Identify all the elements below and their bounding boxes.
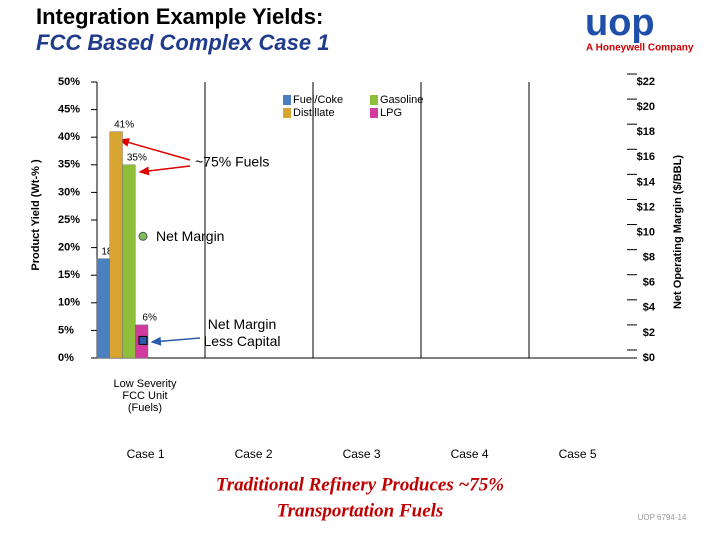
- y2-tick-label: $18: [637, 126, 655, 138]
- data-label: 41%: [114, 119, 134, 130]
- y2-tick-label: $6: [643, 277, 655, 289]
- arrow: [118, 138, 191, 161]
- legend-label: Fuel/Coke: [293, 94, 343, 106]
- y-tick-label: 35%: [58, 159, 80, 171]
- y2-tick-label: $12: [637, 201, 655, 213]
- legend-label: Distillate: [293, 107, 335, 119]
- bar: [96, 258, 110, 359]
- legend-swatch: [370, 95, 378, 105]
- y-tick-label: 5%: [58, 324, 74, 336]
- y-tick-label: 20%: [58, 242, 80, 254]
- y2-axis-label: Net Operating Margin ($/BBL): [672, 155, 684, 309]
- annotation: ~75% Fuels: [195, 154, 269, 170]
- y2-tick-label: $10: [637, 226, 655, 238]
- footer: Traditional Refinery Produces ~75%: [216, 474, 504, 495]
- logo: uop: [585, 2, 655, 44]
- y-tick-label: 15%: [58, 269, 80, 281]
- y-tick-label: 30%: [58, 186, 80, 198]
- slide-number: UOP 6794-14: [638, 513, 687, 522]
- y-tick-label: 25%: [58, 214, 80, 226]
- net-margin-less-capital-marker: [138, 335, 148, 345]
- x-tick-label: Case 4: [451, 447, 489, 461]
- title: Integration Example Yields:: [36, 4, 323, 29]
- y-tick-label: 10%: [58, 297, 80, 309]
- y2-tick-label: $8: [643, 252, 655, 264]
- y-tick-label: 40%: [58, 131, 80, 143]
- legend-swatch: [370, 108, 378, 118]
- x-tick-label: Case 1: [127, 447, 165, 461]
- y-tick-label: 50%: [58, 76, 80, 88]
- y2-tick-label: $22: [637, 76, 655, 88]
- bar: [109, 131, 123, 359]
- y2-tick-label: $16: [637, 151, 655, 163]
- arrow: [138, 165, 191, 176]
- y-tick-label: 45%: [58, 104, 80, 116]
- bar: [122, 164, 136, 359]
- data-label: 35%: [127, 152, 147, 163]
- y2-tick-label: $0: [643, 352, 655, 364]
- x-tick-label: Case 5: [559, 447, 597, 461]
- y2-tick-label: $14: [637, 176, 656, 188]
- x-tick-label: Case 3: [343, 447, 381, 461]
- logo-tagline: A Honeywell Company: [586, 43, 694, 54]
- category-note: Low Severity: [114, 378, 177, 390]
- legend-label: LPG: [380, 107, 402, 119]
- data-label: 6%: [142, 313, 157, 324]
- y2-tick-label: $20: [637, 101, 655, 113]
- y-tick-label: 0%: [58, 352, 74, 364]
- x-tick-label: Case 2: [235, 447, 273, 461]
- net-margin-marker: [138, 231, 148, 241]
- subtitle: FCC Based Complex Case 1: [36, 30, 329, 55]
- legend-label: Gasoline: [380, 94, 423, 106]
- footer: Transportation Fuels: [277, 500, 444, 521]
- y2-tick-label: $4: [643, 302, 656, 314]
- arrow: [150, 336, 201, 346]
- y2-tick-label: $2: [643, 327, 655, 339]
- legend-swatch: [283, 95, 291, 105]
- legend-swatch: [283, 108, 291, 118]
- category-note: FCC Unit: [122, 390, 167, 402]
- category-note: (Fuels): [128, 402, 162, 414]
- y-axis-label: Product Yield (Wt-% ): [30, 159, 42, 271]
- series-label: Net Margin Less Capital: [203, 316, 280, 349]
- series-label: Net Margin: [156, 228, 224, 244]
